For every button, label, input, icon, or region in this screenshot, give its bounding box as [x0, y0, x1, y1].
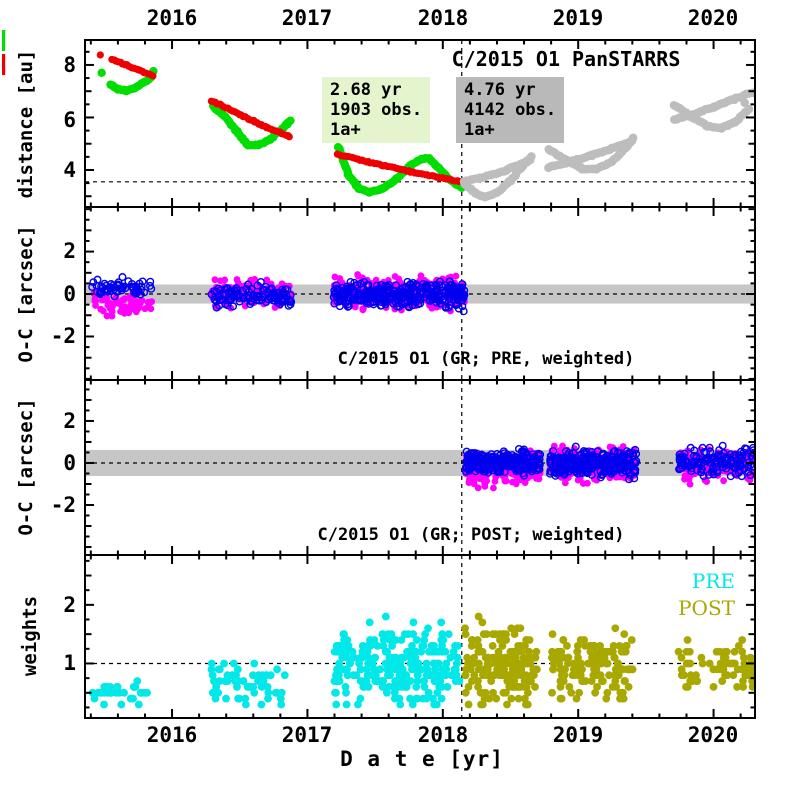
y-tick-pre-0: 0 [63, 282, 76, 306]
weights-pre [88, 612, 464, 709]
pre-solution-annotation: 2.68 yr 1903 obs. 1a+ [322, 77, 431, 143]
panel-1-content [86, 41, 754, 206]
y-title-weights: weights [19, 595, 41, 677]
plot-title: C/2015 O1 PanSTARRS [451, 47, 681, 71]
distance-predicted-post-arc [459, 88, 754, 202]
pre-residuals-ra [88, 273, 469, 316]
y-tick-8au: 8 [63, 53, 76, 77]
weights-post [461, 612, 754, 709]
pre-quality: 1a+ [330, 120, 361, 140]
y-tick-4au: 4 [63, 158, 76, 182]
x-tick-top-2019: 2019 [552, 6, 604, 30]
post-obs-count: 4142 obs. [464, 100, 557, 120]
post-panel-label: C/2015 O1 (GR; POST; weighted) [317, 525, 625, 545]
y-tick-pre-m2: -2 [50, 324, 76, 348]
x-tick-bottom-2019: 2019 [552, 723, 604, 747]
geocentric-mark [2, 30, 6, 51]
pre-obs-count: 1903 obs. [330, 100, 423, 120]
heliocentric-mark [2, 54, 6, 75]
legend-pre: PRE [691, 569, 735, 593]
x-tick-bottom-2017: 2017 [281, 723, 333, 747]
x-tick-bottom-2020: 2020 [687, 723, 739, 747]
y-tick-post-p2: 2 [63, 409, 76, 433]
post-quality: 1a+ [464, 120, 495, 140]
y-tick-6au: 6 [63, 108, 76, 132]
pre-arc-length: 2.68 yr [330, 80, 402, 100]
legend-post: POST [678, 596, 735, 620]
x-tick-top-2018: 2018 [417, 6, 469, 30]
panel-3-content [86, 381, 754, 554]
y-tick-pre-p2: 2 [63, 239, 76, 263]
y-tick-w2: 2 [63, 593, 76, 617]
y-title-oc-pre: O-C [arcsec] [15, 225, 37, 363]
x-tick-bottom-2018: 2018 [417, 723, 469, 747]
y-title-oc-post: O-C [arcsec] [15, 398, 37, 536]
distance-heliocentric-observed [96, 51, 465, 186]
x-axis-title: D a t e [yr] [340, 747, 504, 771]
x-tick-top-2017: 2017 [281, 6, 333, 30]
x-tick-top-2020: 2020 [687, 6, 739, 30]
y-tick-w1: 1 [63, 651, 76, 675]
post-arc-length: 4.76 yr [464, 80, 536, 100]
post-residuals-ra [462, 441, 754, 484]
panel-4-content [86, 556, 754, 717]
x-tick-bottom-2016: 2016 [146, 723, 198, 747]
y-tick-post-m2: -2 [50, 493, 76, 517]
y-title-distance: distance [au] [15, 49, 37, 199]
panel-4-axes [84, 554, 756, 719]
post-solution-annotation: 4.76 yr 4142 obs. 1a+ [456, 77, 565, 143]
pre-panel-label: C/2015 O1 (GR; PRE, weighted) [337, 349, 635, 369]
panel-2-content [86, 208, 754, 379]
y-tick-post-0: 0 [63, 451, 76, 475]
x-tick-top-2016: 2016 [146, 6, 198, 30]
